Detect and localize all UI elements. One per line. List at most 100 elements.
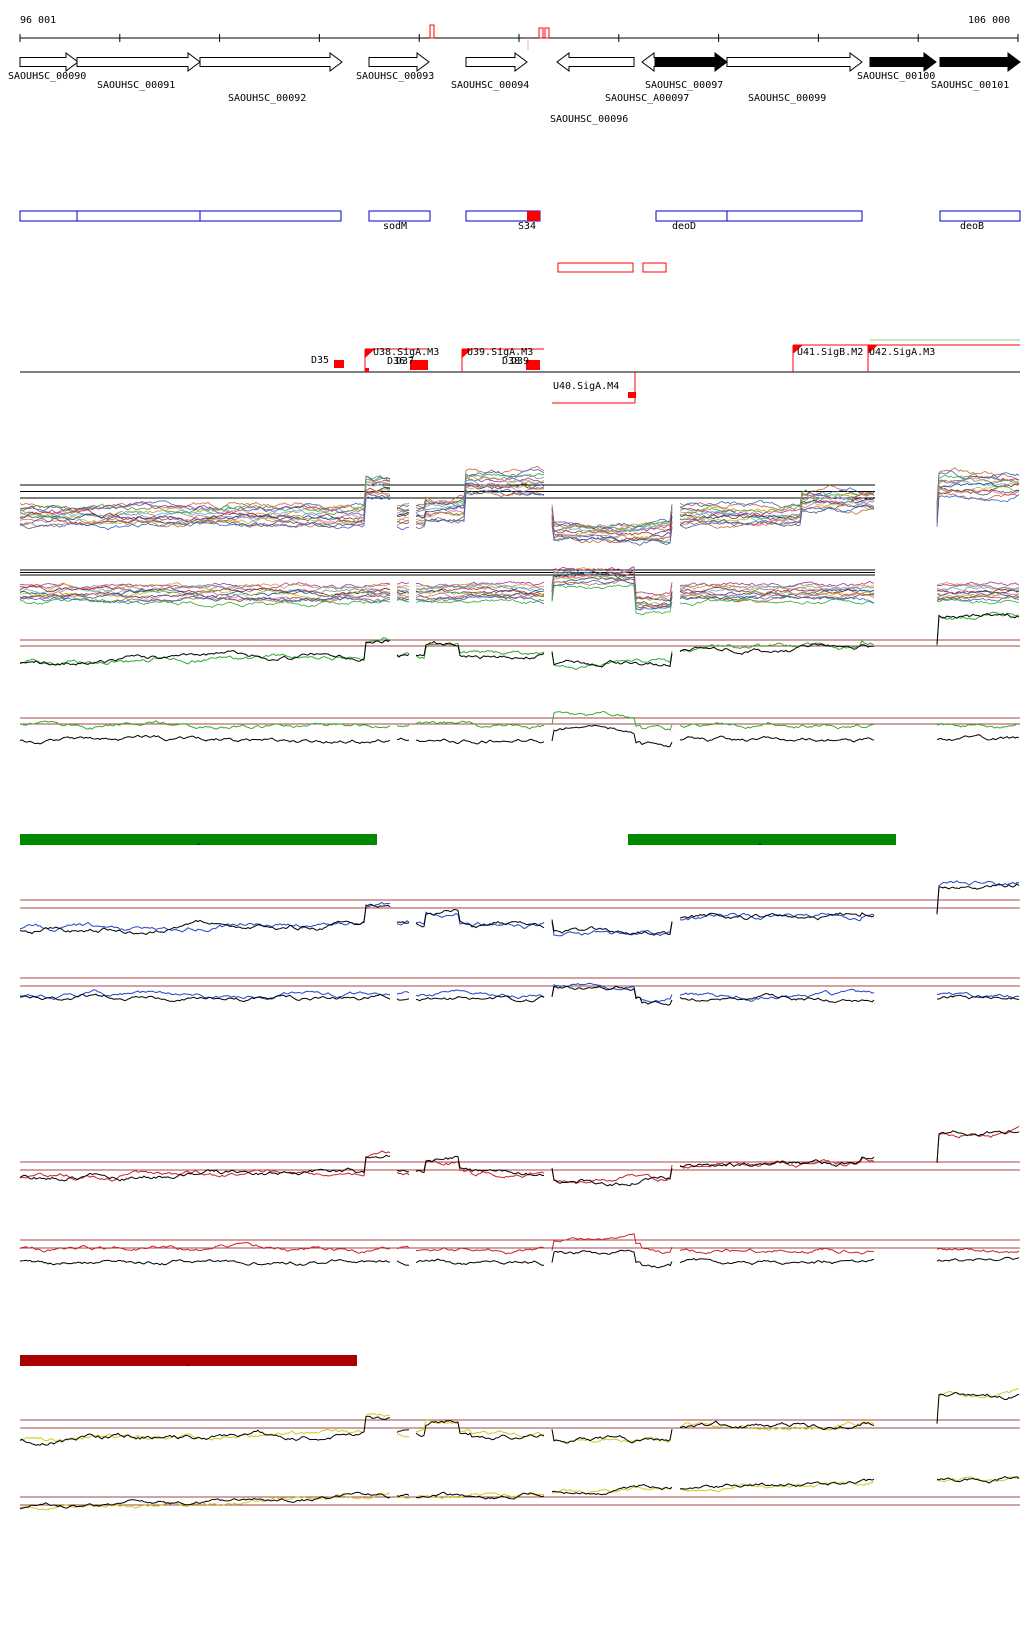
- black-trace: [396, 1169, 410, 1173]
- black-trace: [415, 1419, 545, 1441]
- operon-box: [19, 210, 342, 222]
- feature-box: [642, 262, 667, 273]
- gene-arrow: [641, 52, 656, 72]
- gene-arrow: [76, 52, 201, 72]
- promoter-label: D38: [502, 356, 521, 367]
- profile-line: [936, 477, 1020, 512]
- red-trace: [679, 1156, 875, 1169]
- profile-line: [679, 590, 875, 599]
- promoter-marker: [526, 360, 540, 370]
- profile-line: [551, 519, 673, 541]
- black-trace: [936, 883, 1020, 915]
- condition-bar: [20, 1355, 357, 1366]
- promoter-flag: [793, 345, 803, 354]
- operon-box: [368, 210, 431, 222]
- yellow-trace: [679, 1421, 875, 1431]
- gene-arrow: [939, 52, 1021, 72]
- black-trace: [415, 1258, 545, 1266]
- black-trace: [551, 1167, 673, 1187]
- profile-line: [551, 571, 673, 602]
- profile-line: [396, 521, 410, 525]
- profile-line: [415, 488, 545, 529]
- black-trace: [936, 1391, 1020, 1424]
- feature-box: [557, 262, 634, 273]
- operon-box: [655, 210, 863, 222]
- profile-line: [396, 591, 410, 596]
- blue-trace: [936, 992, 1020, 999]
- profile-line: [679, 584, 875, 593]
- gene-arrow: [556, 52, 635, 72]
- black-trace: [936, 1129, 1020, 1163]
- axis-start-label: 96 001: [20, 15, 57, 26]
- profile-line: [396, 507, 410, 512]
- profile-line: [679, 500, 875, 527]
- black-trace: [679, 992, 875, 1003]
- black-trace: [19, 1258, 391, 1266]
- gene-label: SAOUHSC_00092: [228, 93, 307, 104]
- operon-highlight: [527, 211, 540, 221]
- black-trace: [19, 903, 391, 936]
- profile-line: [679, 580, 875, 589]
- profile-line: [19, 481, 391, 521]
- red-trace: [396, 1245, 410, 1250]
- profile-line: [415, 590, 545, 599]
- black-trace: [936, 612, 1020, 645]
- black-trace: [415, 995, 545, 1003]
- gene-track: [19, 52, 1021, 72]
- profile-line: [551, 525, 673, 546]
- profile-line: [936, 595, 1020, 600]
- black-trace: [551, 1483, 673, 1496]
- black-trace: [19, 734, 391, 745]
- profile-line: [679, 582, 875, 591]
- yellow-trace: [551, 1428, 673, 1444]
- black-trace: [551, 1249, 673, 1269]
- black-trace: [937, 994, 1020, 1001]
- black-trace: [396, 1429, 410, 1433]
- profile-line: [415, 595, 545, 605]
- profile-line: [936, 591, 1020, 600]
- gene-label: SAOUHSC_A00097: [605, 93, 690, 104]
- promoter-label: D37: [396, 356, 415, 367]
- black-trace: [679, 735, 875, 743]
- operon-label: S34: [518, 221, 537, 232]
- gene-label: SAOUHSC_00094: [451, 80, 530, 91]
- black-trace: [19, 639, 391, 666]
- red-trace: [551, 1165, 673, 1184]
- promoter-label: U39.SigA.M3: [467, 347, 534, 358]
- profile-line: [936, 475, 1020, 511]
- black-trace: [415, 1155, 545, 1177]
- profile-line: [551, 578, 673, 609]
- profile-line: [679, 496, 875, 521]
- promoter-track: [20, 339, 1020, 404]
- red-trace: [936, 1247, 1020, 1254]
- green-trace: [19, 636, 391, 666]
- gene-label: SAOUHSC_00097: [645, 80, 724, 91]
- profile-line: [551, 511, 673, 536]
- black-trace: [936, 1256, 1020, 1262]
- profile-line: [936, 483, 1020, 518]
- profile-line: [936, 488, 1020, 522]
- profile-line: [396, 512, 410, 518]
- profile-line: [551, 566, 673, 599]
- profile-line: [19, 483, 391, 521]
- profile-line: [551, 507, 673, 534]
- gene-label: SAOUHSC_00096: [550, 114, 629, 125]
- condition-bar: [20, 834, 377, 845]
- green-trace: [936, 611, 1020, 646]
- profile-line: [396, 585, 410, 588]
- profile-line: [415, 583, 545, 590]
- green-trace: [19, 720, 391, 730]
- profile-line: [19, 490, 391, 528]
- black-trace: [551, 919, 673, 936]
- profile-line: [415, 477, 545, 512]
- red-trace: [19, 1150, 391, 1182]
- yellow-trace: [396, 1433, 410, 1438]
- profile-line: [415, 479, 545, 514]
- promoter-label: U38.SigA.M3: [373, 347, 440, 358]
- promoter-label: D35: [311, 355, 330, 366]
- promoter-label: U40.SigA.M4: [553, 381, 620, 392]
- green-trace: [936, 722, 1020, 729]
- black-trace: [396, 737, 410, 742]
- blue-trace: [396, 920, 410, 926]
